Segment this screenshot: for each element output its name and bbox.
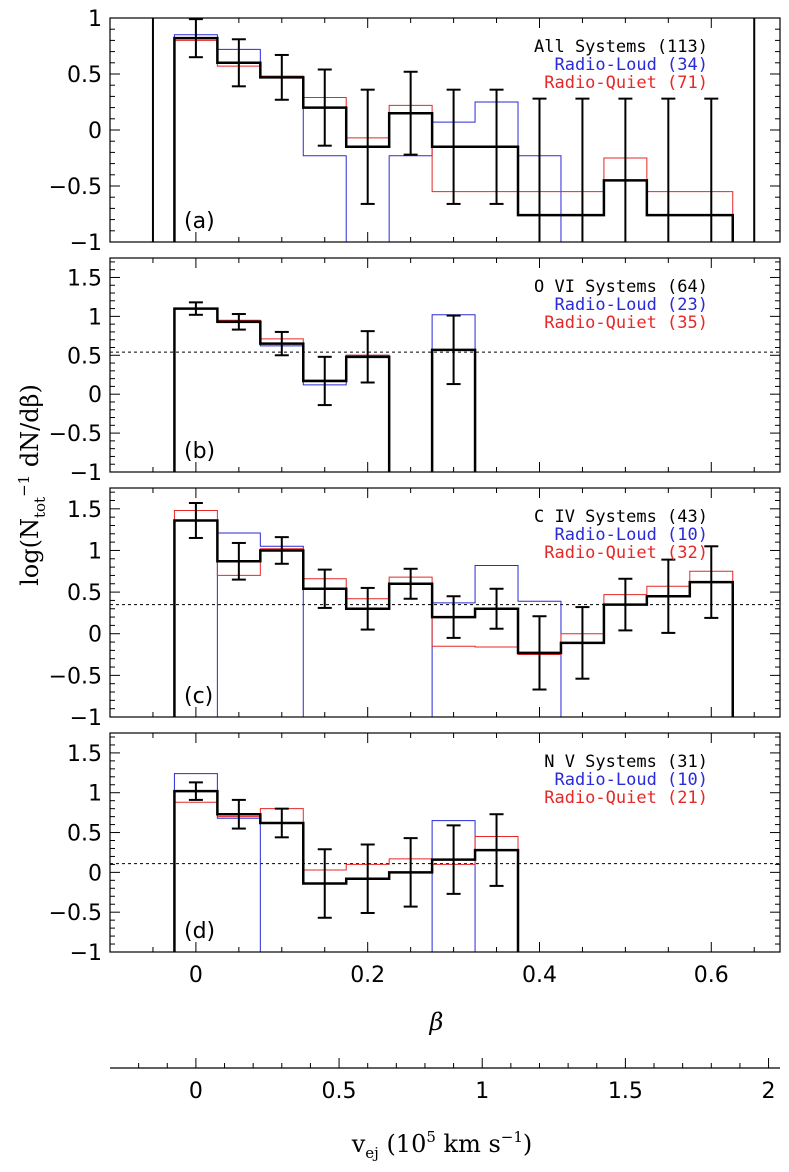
y-tick-label: −1 <box>70 231 102 256</box>
panel-plot-area <box>173 301 477 472</box>
histogram-radio-quiet <box>173 801 519 952</box>
velocity-tick-label: 0 <box>189 1079 203 1104</box>
panel-tag: (a) <box>184 209 215 234</box>
y-ticks: −1 −0.5 0 0.5 1 1.5 <box>49 736 780 966</box>
panel-d: −1 −0.5 0 0.5 1 1.5 N V Systems (31)Radio-Loud… <box>49 732 781 966</box>
panel-c: −1 −0.5 0 0.5 1 1.5 C IV Systems (43)Radio-Lou… <box>49 487 781 731</box>
y-tick-label: −0.5 <box>49 175 102 200</box>
histogram-all <box>173 789 520 952</box>
y-tick-label: −0.5 <box>49 664 102 689</box>
legend-entry: N V Systems (31) <box>544 752 708 772</box>
velocity-tick-label: 1.5 <box>608 1079 643 1104</box>
legend: C IV Systems (43)Radio-Loud (10)Radio-Qu… <box>534 507 708 563</box>
x-ticks <box>109 258 755 472</box>
legend: All Systems (113)Radio-Loud (34)Radio-Qu… <box>534 37 708 93</box>
velocity-title-part: ej <box>365 1144 379 1162</box>
legend-entry: Radio-Quiet (35) <box>544 313 708 333</box>
histogram-radio-loud <box>216 532 562 717</box>
y-axis-title: log(Ntot−1 dN/dβ) <box>15 384 49 586</box>
y-tick-label: 1 <box>88 305 102 330</box>
histogram-all <box>173 36 735 242</box>
legend: N V Systems (31)Radio-Loud (10)Radio-Qui… <box>544 752 708 808</box>
legend-entry: All Systems (113) <box>534 37 708 57</box>
y-tick-label: 1 <box>88 782 102 807</box>
legend-entry: Radio-Loud (10) <box>554 525 708 545</box>
panel-b: −1 −0.5 0 0.5 1 1.5 O VI Systems (64)Radio-Lou… <box>49 257 781 486</box>
velocity-title-part: v <box>351 1130 366 1158</box>
velocity-title-part: ) <box>523 1130 532 1158</box>
y-tick-label: 1.5 <box>67 498 102 523</box>
y-tick-label: 1.5 <box>67 266 102 291</box>
x-ticks <box>109 488 755 717</box>
beta-axis: 0 0.2 0.4 0.6 <box>189 963 729 988</box>
x-axis-title: β <box>428 1008 443 1036</box>
y-tick-label: 0 <box>88 861 102 886</box>
velocity-tick-label: 2 <box>762 1079 776 1104</box>
legend-entry: Radio-Loud (23) <box>554 295 708 315</box>
velocity-title-part: (10 <box>379 1130 427 1158</box>
y-tick-label: 1 <box>88 539 102 564</box>
x-tick-label: 0 <box>189 963 203 988</box>
legend-entry: Radio-Quiet (32) <box>544 543 708 563</box>
panel-plot-area <box>173 18 735 242</box>
x-ticks <box>109 18 755 242</box>
panel-plot-area <box>173 773 520 952</box>
y-tick-label: 0.5 <box>67 581 102 606</box>
y-tick-label: 1.5 <box>67 742 102 767</box>
legend-entry: C IV Systems (43) <box>534 507 708 527</box>
legend-entry: Radio-Quiet (21) <box>544 788 708 808</box>
y-title-part: dN/dβ) <box>16 384 44 475</box>
panel-tag: (b) <box>184 439 215 464</box>
panel-tag: (c) <box>184 684 213 709</box>
y-tick-label: −1 <box>70 941 102 966</box>
x-tick-label: 0.6 <box>694 963 729 988</box>
y-tick-label: −0.5 <box>49 901 102 926</box>
panel-plot-area <box>173 501 735 717</box>
y-ticks: −1 −0.5 0 0.5 1 1.5 <box>49 491 780 731</box>
y-tick-label: −1 <box>70 706 102 731</box>
panel-frame <box>109 257 781 473</box>
y-tick-label: −0.5 <box>49 422 102 447</box>
legend-entry: O VI Systems (64) <box>534 277 708 297</box>
x-tick-label: 0.4 <box>522 963 557 988</box>
y-ticks: −1 −0.5 0 0.5 1 <box>49 7 780 256</box>
y-tick-label: 0 <box>88 119 102 144</box>
velocity-axis-title: vej (105 km s−1) <box>351 1128 533 1162</box>
legend-entry: Radio-Loud (10) <box>554 770 708 790</box>
velocity-tick-label: 1 <box>475 1079 489 1104</box>
y-tick-label: 1 <box>88 7 102 32</box>
velocity-tick-label: 0.5 <box>322 1079 357 1104</box>
velocity-title-part: km s <box>436 1130 501 1158</box>
x-ticks <box>109 733 755 952</box>
velocity-title-part: 5 <box>426 1128 436 1146</box>
y-tick-label: 0 <box>88 383 102 408</box>
legend-entry: Radio-Quiet (71) <box>544 73 708 93</box>
y-ticks: −1 −0.5 0 0.5 1 1.5 <box>49 261 780 486</box>
legend: O VI Systems (64)Radio-Loud (23)Radio-Qu… <box>534 277 708 333</box>
y-tick-label: 0.5 <box>67 344 102 369</box>
y-title-part: tot <box>31 497 49 518</box>
y-tick-label: 0.5 <box>67 63 102 88</box>
y-tick-label: 0.5 <box>67 822 102 847</box>
panel-frame <box>109 732 781 953</box>
panel-tag: (d) <box>184 919 215 944</box>
y-tick-label: 0 <box>88 623 102 648</box>
legend-entry: Radio-Loud (34) <box>554 55 708 75</box>
velocity-title-part: −1 <box>501 1128 523 1146</box>
y-title-part: −1 <box>15 475 33 497</box>
panel-frame <box>109 487 781 718</box>
panel-a: −1 −0.5 0 0.5 1 All Systems (113)Radio-Loud (… <box>49 7 781 256</box>
y-title-part: log(N <box>16 518 44 586</box>
x-tick-label: 0.2 <box>350 963 385 988</box>
y-tick-label: −1 <box>70 461 102 486</box>
velocity-axis: 0 0.5 1 1.5 2 <box>110 1058 780 1104</box>
